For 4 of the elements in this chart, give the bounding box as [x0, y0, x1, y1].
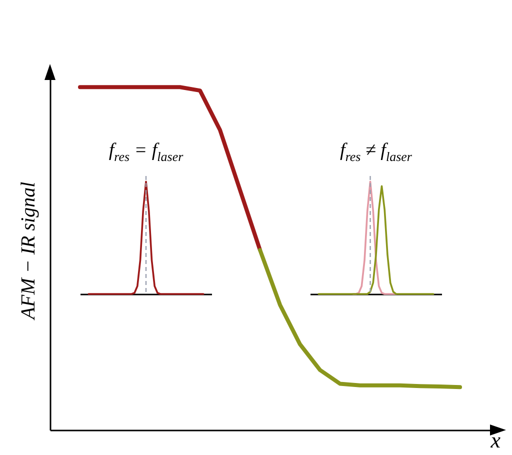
chart-title: f$_{res}$ ≠ f$_{laser}$ [340, 140, 412, 165]
y-axis-title: AFM − IR signal [18, 181, 40, 322]
x-axis-title: x [490, 428, 501, 452]
chart-title: f$_{res}$ = f$_{laser}$ [108, 140, 184, 165]
